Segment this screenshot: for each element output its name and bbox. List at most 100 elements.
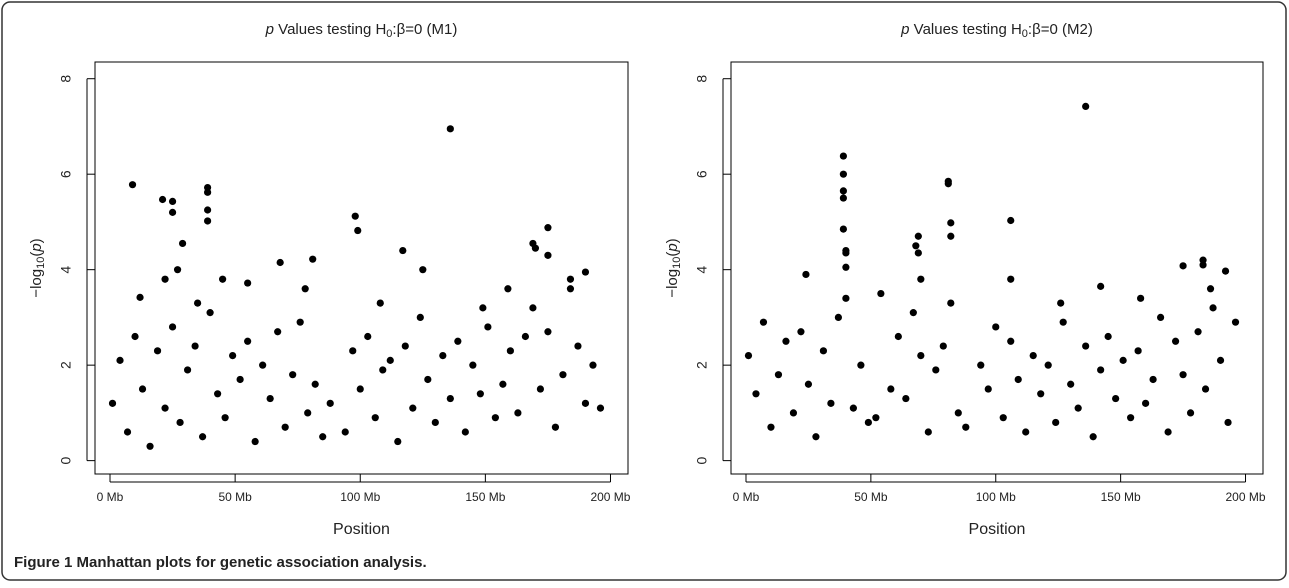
plot-frame xyxy=(730,61,1264,475)
data-point xyxy=(1097,282,1105,290)
data-point xyxy=(439,352,447,360)
data-point xyxy=(877,289,885,298)
data-point xyxy=(309,255,317,263)
data-point xyxy=(276,258,284,267)
x-tick-label: 150 Mb xyxy=(465,490,505,504)
data-point xyxy=(774,371,783,379)
data-point xyxy=(138,385,147,393)
caption: Figure 1 Manhattan plots for genetic ass… xyxy=(14,554,427,571)
data-point xyxy=(168,323,177,331)
data-point xyxy=(834,313,842,322)
title-part: p xyxy=(900,21,909,38)
data-point xyxy=(349,347,357,355)
data-point xyxy=(341,428,349,436)
data-point xyxy=(469,361,477,369)
data-point xyxy=(446,125,454,133)
data-point xyxy=(947,299,955,307)
data-point xyxy=(1179,262,1187,270)
y-tick-label: 8 xyxy=(58,75,74,83)
data-point xyxy=(244,337,252,345)
data-point xyxy=(419,266,427,274)
data-point xyxy=(356,385,364,393)
data-point xyxy=(574,342,582,350)
title-part: Values testing H xyxy=(910,21,1022,38)
data-point xyxy=(999,414,1007,422)
data-point xyxy=(1156,313,1165,322)
data-point xyxy=(849,404,857,412)
data-point xyxy=(819,347,828,355)
y-label-part: 10 xyxy=(671,257,683,269)
data-point xyxy=(401,342,409,350)
data-point xyxy=(364,332,372,341)
y-tick-label: 8 xyxy=(694,75,710,83)
data-point xyxy=(229,352,237,360)
data-point xyxy=(827,399,835,407)
data-point xyxy=(351,212,359,220)
y-label-part: ) xyxy=(28,238,45,243)
data-point xyxy=(259,361,267,369)
data-point xyxy=(1186,409,1195,417)
data-point xyxy=(158,195,167,204)
data-point xyxy=(153,347,162,355)
x-tick-label: 0 Mb xyxy=(97,490,124,504)
data-point xyxy=(759,318,768,326)
data-point xyxy=(394,437,402,446)
x-axis-label: Position xyxy=(333,521,390,538)
data-point xyxy=(236,375,244,384)
title-part: :β=0 (M1) xyxy=(392,21,457,38)
y-label-part: p xyxy=(28,243,45,252)
data-point xyxy=(581,399,590,407)
data-point xyxy=(1082,342,1090,350)
data-point xyxy=(504,285,512,293)
caption-label: Figure 1 xyxy=(14,554,72,571)
data-point xyxy=(424,375,432,384)
data-point xyxy=(544,251,552,259)
data-point xyxy=(857,361,865,369)
data-point xyxy=(912,242,920,250)
data-point xyxy=(183,366,192,374)
data-point xyxy=(476,390,484,398)
y-tick-label: 6 xyxy=(694,170,710,178)
title-part: 0 xyxy=(386,28,392,40)
data-point xyxy=(199,433,207,441)
data-point xyxy=(128,181,137,189)
data-point xyxy=(531,244,540,252)
data-point xyxy=(1134,347,1142,355)
data-point xyxy=(992,323,1000,331)
data-point xyxy=(566,285,575,293)
data-point xyxy=(977,361,985,369)
data-point xyxy=(431,418,439,427)
data-point xyxy=(984,385,992,393)
x-tick-label: 200 Mb xyxy=(590,490,630,504)
data-point xyxy=(1209,304,1217,312)
y-tick-label: 2 xyxy=(694,361,710,369)
data-point xyxy=(219,275,227,283)
data-point xyxy=(281,423,289,431)
x-tick-label: 0 Mb xyxy=(733,490,760,504)
data-point xyxy=(161,275,169,283)
y-tick-label: 0 xyxy=(694,457,710,465)
data-point xyxy=(559,371,567,379)
data-point xyxy=(116,356,124,364)
data-point xyxy=(544,224,552,232)
chart-title: p Values testing H0:β=0 (M1) xyxy=(265,21,458,40)
y-label-part: −log xyxy=(664,269,681,298)
data-point xyxy=(1007,216,1015,225)
data-point xyxy=(206,309,214,317)
y-label-part: −log xyxy=(28,269,45,298)
data-point xyxy=(371,414,379,422)
data-point xyxy=(484,323,492,331)
data-point xyxy=(962,423,970,431)
data-point xyxy=(842,263,850,271)
data-point xyxy=(767,423,775,431)
data-point xyxy=(506,347,514,355)
y-tick-label: 0 xyxy=(58,457,74,465)
data-point xyxy=(409,404,417,412)
data-point xyxy=(454,337,462,345)
data-point xyxy=(1089,433,1097,441)
data-point xyxy=(1082,102,1090,110)
data-point xyxy=(161,404,169,412)
data-point xyxy=(399,246,407,255)
